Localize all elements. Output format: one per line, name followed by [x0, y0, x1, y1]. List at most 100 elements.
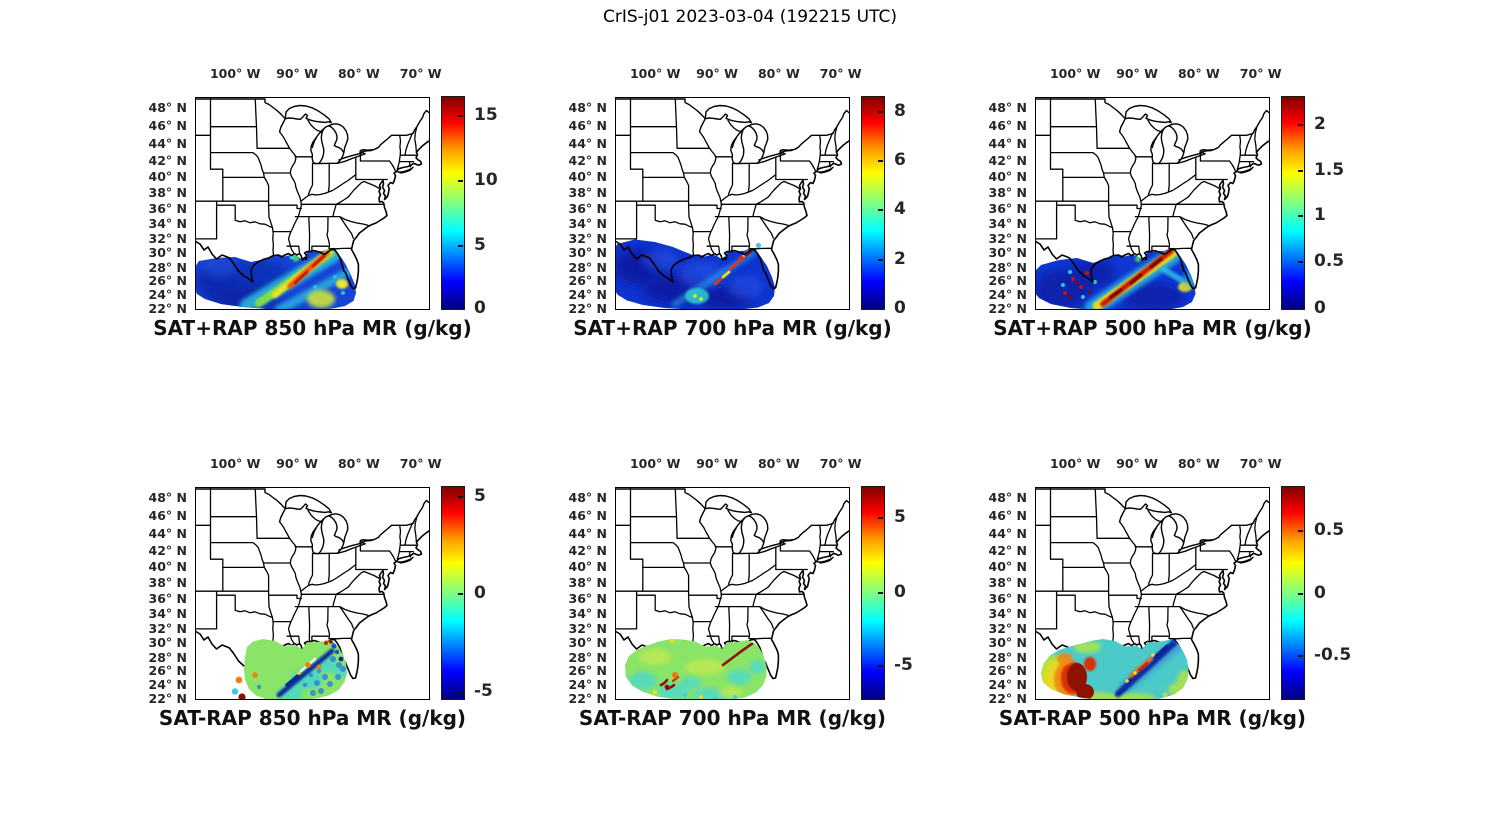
lon-tick-label: 90° W — [276, 66, 318, 81]
lat-tick-label: 46° N — [568, 118, 607, 134]
lon-tick-label: 70° W — [399, 456, 442, 471]
lon-tick-label: 70° W — [399, 66, 442, 81]
lat-tick-label: 40° N — [148, 169, 187, 185]
map-sat-minus-rap-850 — [195, 487, 430, 700]
lat-tick-label: 36° N — [148, 200, 187, 216]
colorbar-tick-mark — [1298, 124, 1303, 127]
lon-tick-label: 80° W — [1177, 456, 1220, 471]
lon-tick-label: 100° W — [209, 66, 261, 81]
lon-tick-label: 80° W — [337, 456, 380, 471]
panel-title: SAT+RAP 700 hPa MR (g/kg) — [573, 316, 892, 340]
lat-tick-label: 38° N — [148, 185, 187, 201]
colorbar-tick-label: 15 — [474, 105, 498, 126]
map-sat-plus-rap-850 — [195, 97, 430, 310]
colorbar-tick-label: 1.5 — [1314, 160, 1345, 181]
lat-tick-label: 40° N — [988, 559, 1027, 575]
colorbar-tick-mark — [1298, 593, 1303, 595]
colorbar-tick-mark — [458, 593, 463, 595]
lat-tick-label: 30° N — [988, 635, 1027, 651]
lat-tick-label: 40° N — [148, 559, 187, 575]
lat-tick-label: 44° N — [148, 136, 187, 151]
lon-tick-label: 90° W — [696, 456, 738, 471]
colorbar-tick-mark — [1298, 215, 1303, 218]
lat-tick-label: 28° N — [568, 259, 607, 275]
lon-tick-label: 100° W — [629, 456, 681, 471]
panel-sat-minus-rap-500: 100° W 90° W 80° W 70° W 48° N 46° N 44° N 42°… — [989, 456, 1352, 730]
panel-title: SAT-RAP 850 hPa MR (g/kg) — [158, 706, 467, 730]
lat-tick-label: 40° N — [568, 169, 607, 185]
lat-tick-label: 42° N — [988, 152, 1027, 168]
lat-tick-label: 34° N — [148, 606, 187, 622]
colorbar-tick-mark — [878, 517, 883, 520]
colorbar: 2 1.5 1 0.5 0 — [1281, 96, 1344, 318]
lat-tick-label: 24° N — [988, 677, 1027, 693]
lat-tick-label: 38° N — [988, 185, 1027, 201]
lat-tick-label: 38° N — [988, 575, 1027, 591]
colorbar-tick-label: 10 — [474, 170, 498, 191]
lat-tick-label: 34° N — [568, 216, 607, 232]
colorbar-tick-label: -5 — [474, 680, 493, 701]
colorbar-tick-label: 0 — [894, 298, 906, 319]
lat-tick-label: 30° N — [568, 635, 607, 651]
lon-tick-label: 100° W — [1049, 66, 1101, 81]
lat-tick-label: 38° N — [148, 575, 187, 591]
lat-tick-label: 28° N — [148, 259, 187, 275]
lat-tick-label: 22° N — [148, 690, 187, 706]
colorbar-tick-label: 5 — [894, 507, 906, 528]
lat-tick-label: 44° N — [148, 526, 187, 541]
colorbar-gradient — [1281, 96, 1305, 310]
lat-tick-label: 48° N — [568, 100, 607, 116]
colorbar-tick-label: 0 — [1314, 298, 1326, 319]
colorbar-tick-label: -5 — [894, 655, 913, 676]
lat-tick-label: 28° N — [568, 649, 607, 665]
lat-tick-label: 26° N — [148, 663, 187, 679]
colorbar-tick-label: 0 — [1314, 583, 1326, 603]
lat-tick-label: 46° N — [988, 118, 1027, 134]
colorbar-tick-label: -0.5 — [1314, 644, 1352, 665]
colorbar-tick-mark — [1298, 530, 1303, 533]
colorbar-tick-mark — [458, 690, 463, 693]
lat-tick-label: 28° N — [988, 259, 1027, 275]
lat-tick-label: 32° N — [568, 230, 607, 246]
lon-tick-label: 70° W — [819, 66, 862, 81]
lat-tick-label: 46° N — [148, 508, 187, 524]
colorbar-tick-mark — [878, 110, 883, 113]
lat-tick-label: 40° N — [568, 559, 607, 575]
lat-tick-label: 32° N — [988, 230, 1027, 246]
lat-tick-label: 42° N — [148, 542, 187, 558]
lat-tick-label: 26° N — [988, 663, 1027, 679]
lon-tick-label: 90° W — [696, 66, 738, 81]
colorbar-tick-mark — [878, 160, 883, 163]
lat-tick-label: 40° N — [988, 169, 1027, 185]
lat-tick-label: 24° N — [568, 677, 607, 693]
colorbar-tick-label: 1 — [1314, 205, 1326, 226]
lat-tick-label: 36° N — [988, 200, 1027, 216]
lat-tick-label: 34° N — [988, 606, 1027, 622]
colorbar-gradient — [441, 486, 465, 700]
lat-tick-label: 26° N — [148, 273, 187, 289]
lat-tick-label: 38° N — [568, 575, 607, 591]
map-sat-plus-rap-700 — [615, 97, 850, 310]
colorbar-tick-label: 2 — [1314, 114, 1326, 135]
lat-tick-label: 30° N — [148, 635, 187, 651]
lat-tick-label: 34° N — [988, 216, 1027, 232]
colorbar: 5 0 -5 — [441, 486, 493, 701]
panel-sat-minus-rap-700: 100° W 90° W 80° W 70° W 48° N 46° N 44° N 42°… — [569, 456, 913, 730]
panel-sat-plus-rap-850: 100° W 90° W 80° W 70° W 48° N 46° N 44° N 42°… — [149, 66, 498, 340]
lon-tick-label: 70° W — [819, 456, 862, 471]
colorbar-tick-label: 8 — [894, 100, 906, 121]
lat-tick-label: 26° N — [568, 663, 607, 679]
lat-tick-label: 32° N — [568, 620, 607, 636]
colorbar-tick-label: 4 — [894, 199, 906, 220]
lat-tick-label: 48° N — [988, 490, 1027, 506]
colorbar-tick-mark — [878, 665, 883, 668]
lon-tick-label: 80° W — [337, 66, 380, 81]
colorbar-tick-label: 2 — [894, 249, 906, 270]
lat-tick-label: 42° N — [568, 152, 607, 168]
lat-tick-label: 22° N — [568, 690, 607, 706]
panel-sat-plus-rap-700: 100° W 90° W 80° W 70° W 48° N 46° N 44° N 42°… — [569, 66, 906, 340]
panel-title: SAT-RAP 500 hPa MR (g/kg) — [998, 706, 1307, 730]
map-sat-minus-rap-700 — [615, 487, 850, 700]
lon-tick-label: 90° W — [1116, 66, 1158, 81]
